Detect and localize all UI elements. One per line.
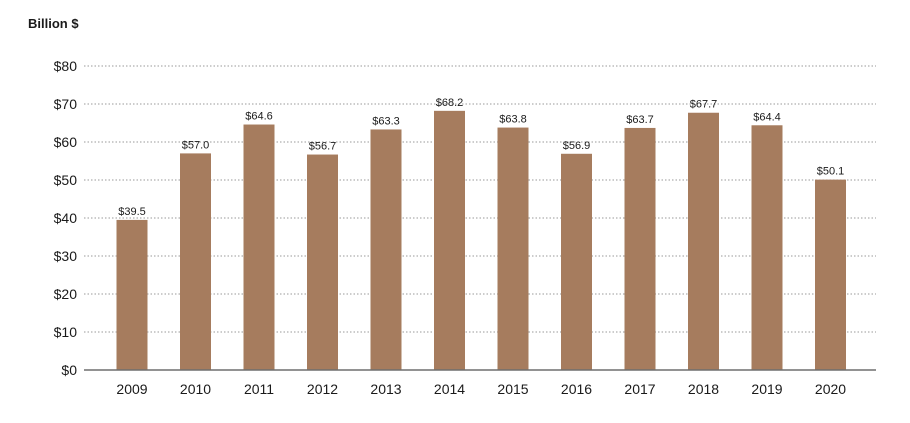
y-tick-label: $80: [54, 58, 78, 74]
bar-2017: [624, 127, 656, 370]
y-axis-ticks: $0 $10 $20 $30 $40 $50 $60 $70 $80: [54, 58, 78, 378]
data-label: $57.0: [182, 139, 210, 151]
data-label: $68.2: [436, 97, 464, 109]
data-labels: $39.5 $57.0 $64.6 $56.7 $63.3 $68.2 $63.8 $56.9…: [118, 97, 844, 218]
gridlines: [84, 65, 876, 333]
data-label: $56.7: [309, 141, 337, 153]
x-tick-label: 2009: [116, 381, 147, 397]
x-tick-label: 2017: [624, 381, 655, 397]
y-tick-label: $20: [54, 286, 78, 302]
data-label: $50.1: [817, 166, 845, 178]
data-label: $63.8: [499, 114, 527, 126]
y-tick-label: $40: [54, 210, 78, 226]
bars: [116, 110, 846, 371]
bar-2014: [434, 110, 465, 370]
bar-2011: [243, 124, 275, 371]
bar-2019: [751, 125, 783, 370]
data-label: $67.7: [690, 99, 718, 111]
y-tick-label: $60: [54, 134, 78, 150]
data-label: $39.5: [118, 206, 146, 218]
x-tick-label: 2018: [688, 381, 719, 397]
bar-2015: [497, 127, 529, 370]
data-label: $64.4: [753, 111, 781, 123]
x-tick-label: 2016: [561, 381, 592, 397]
y-tick-label: $30: [54, 248, 78, 264]
x-tick-label: 2015: [497, 381, 528, 397]
x-tick-label: 2011: [244, 381, 274, 397]
data-label: $63.7: [626, 114, 654, 126]
bar-2009: [116, 219, 148, 370]
x-tick-label: 2014: [434, 381, 465, 397]
data-label: $56.9: [563, 140, 591, 152]
x-tick-label: 2010: [180, 381, 211, 397]
y-axis-unit-label: Billion $: [28, 16, 79, 31]
y-tick-label: $0: [61, 362, 77, 378]
x-tick-label: 2019: [751, 381, 782, 397]
x-tick-label: 2013: [370, 381, 401, 397]
bar-2012: [307, 154, 338, 370]
x-axis-ticks: 2009 2010 2011 2012 2013 2014 2015 2016 2017 2018…: [116, 381, 846, 397]
y-tick-label: $70: [54, 96, 78, 112]
x-tick-label: 2020: [815, 381, 846, 397]
data-label: $64.6: [245, 111, 273, 123]
y-tick-label: $50: [54, 172, 78, 188]
bar-2020: [815, 179, 846, 370]
data-label: $63.3: [372, 115, 400, 127]
bar-2016: [561, 153, 592, 370]
bar-2010: [180, 153, 211, 370]
bar-2018: [688, 112, 719, 371]
y-tick-label: $10: [54, 324, 78, 340]
bar-2013: [370, 129, 402, 370]
x-tick-label: 2012: [307, 381, 338, 397]
